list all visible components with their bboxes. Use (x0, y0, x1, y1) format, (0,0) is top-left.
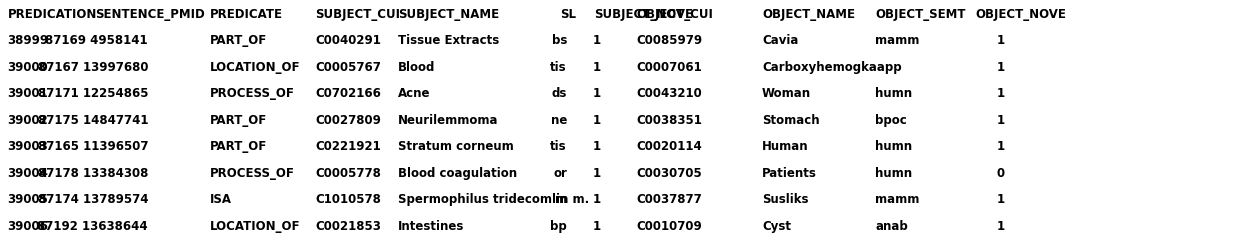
Text: 1: 1 (593, 114, 601, 127)
Text: C0085979: C0085979 (636, 35, 702, 48)
Text: Stomach: Stomach (763, 114, 820, 127)
Text: bs: bs (552, 35, 567, 48)
Text: humn: humn (875, 167, 913, 180)
Text: 87175 14847741: 87175 14847741 (37, 114, 148, 127)
Text: OBJECT_CUI: OBJECT_CUI (636, 8, 713, 21)
Text: C0221921: C0221921 (315, 140, 381, 153)
Text: Intestines: Intestines (398, 220, 464, 233)
Text: OBJECT_NOVE: OBJECT_NOVE (975, 8, 1066, 21)
Text: mamm: mamm (875, 193, 919, 206)
Text: tis: tis (551, 61, 567, 74)
Text: C0027809: C0027809 (315, 114, 381, 127)
Text: Patients: Patients (763, 167, 817, 180)
Text: 1: 1 (997, 193, 1004, 206)
Text: C1010578: C1010578 (315, 193, 381, 206)
Text: PART_OF: PART_OF (210, 35, 268, 48)
Text: C0005767: C0005767 (315, 61, 381, 74)
Text: C0020114: C0020114 (636, 140, 702, 153)
Text: C0037877: C0037877 (636, 193, 702, 206)
Text: SUBJECT_NAME: SUBJECT_NAME (398, 8, 500, 21)
Text: Spermophilus tridecomlin m.: Spermophilus tridecomlin m. (398, 193, 589, 206)
Text: Acne: Acne (398, 87, 430, 100)
Text: PROCESS_OF: PROCESS_OF (210, 167, 295, 180)
Text: SENTENCE_PMID: SENTENCE_PMID (95, 8, 205, 21)
Text: C0010709: C0010709 (636, 220, 702, 233)
Text: Tissue Extracts: Tissue Extracts (398, 35, 500, 48)
Text: C0702166: C0702166 (315, 87, 381, 100)
Text: Cavia: Cavia (763, 35, 799, 48)
Text: C0007061: C0007061 (636, 61, 702, 74)
Text: 87171 12254865: 87171 12254865 (37, 87, 148, 100)
Text: 1: 1 (997, 220, 1004, 233)
Text: PREDICATION: PREDICATION (7, 8, 98, 21)
Text: Stratum corneum: Stratum corneum (398, 140, 513, 153)
Text: C0021853: C0021853 (315, 220, 381, 233)
Text: Carboxyhemogkaapp: Carboxyhemogkaapp (763, 61, 901, 74)
Text: 38999: 38999 (7, 35, 48, 48)
Text: Susliks: Susliks (763, 193, 808, 206)
Text: ds: ds (552, 87, 567, 100)
Text: 87169 4958141: 87169 4958141 (46, 35, 148, 48)
Text: 39005: 39005 (7, 193, 48, 206)
Text: 39002: 39002 (7, 114, 48, 127)
Text: C0043210: C0043210 (636, 87, 702, 100)
Text: 1: 1 (593, 140, 601, 153)
Text: SUBJECT_NOVE: SUBJECT_NOVE (594, 8, 693, 21)
Text: C0030705: C0030705 (636, 167, 702, 180)
Text: Woman: Woman (763, 87, 811, 100)
Text: or: or (553, 167, 567, 180)
Text: OBJECT_NAME: OBJECT_NAME (763, 8, 856, 21)
Text: 87192 13638644: 87192 13638644 (37, 220, 148, 233)
Text: 39000: 39000 (7, 61, 48, 74)
Text: Blood: Blood (398, 61, 435, 74)
Text: 1: 1 (593, 193, 601, 206)
Text: bpoc: bpoc (875, 114, 906, 127)
Text: PROCESS_OF: PROCESS_OF (210, 87, 295, 100)
Text: Neurilemmoma: Neurilemmoma (398, 114, 498, 127)
Text: 87178 13384308: 87178 13384308 (37, 167, 148, 180)
Text: 1: 1 (997, 87, 1004, 100)
Text: Cyst: Cyst (763, 220, 791, 233)
Text: 0: 0 (997, 167, 1004, 180)
Text: tis: tis (551, 140, 567, 153)
Text: SUBJECT_CUI: SUBJECT_CUI (315, 8, 401, 21)
Text: 1: 1 (593, 87, 601, 100)
Text: OBJECT_SEMT: OBJECT_SEMT (875, 8, 966, 21)
Text: bp: bp (551, 220, 567, 233)
Text: mamm: mamm (875, 35, 919, 48)
Text: C0040291: C0040291 (315, 35, 381, 48)
Text: 87167 13997680: 87167 13997680 (37, 61, 148, 74)
Text: 1: 1 (593, 167, 601, 180)
Text: humn: humn (875, 140, 913, 153)
Text: humn: humn (875, 87, 913, 100)
Text: PART_OF: PART_OF (210, 114, 268, 127)
Text: PART_OF: PART_OF (210, 140, 268, 153)
Text: 87165 11396507: 87165 11396507 (37, 140, 148, 153)
Text: 1: 1 (997, 140, 1004, 153)
Text: 1: 1 (997, 61, 1004, 74)
Text: C0005778: C0005778 (315, 167, 381, 180)
Text: ISA: ISA (210, 193, 232, 206)
Text: SL: SL (560, 8, 577, 21)
Text: 39001: 39001 (7, 87, 48, 100)
Text: PREDICATE: PREDICATE (210, 8, 283, 21)
Text: 39003: 39003 (7, 140, 48, 153)
Text: m: m (554, 193, 567, 206)
Text: LOCATION_OF: LOCATION_OF (210, 61, 300, 74)
Text: 1: 1 (593, 35, 601, 48)
Text: 1: 1 (593, 61, 601, 74)
Text: anab: anab (875, 220, 908, 233)
Text: Human: Human (763, 140, 808, 153)
Text: 1: 1 (997, 35, 1004, 48)
Text: ne: ne (551, 114, 567, 127)
Text: 39004: 39004 (7, 167, 48, 180)
Text: 39006: 39006 (7, 220, 48, 233)
Text: C0038351: C0038351 (636, 114, 702, 127)
Text: 1: 1 (997, 114, 1004, 127)
Text: Blood coagulation: Blood coagulation (398, 167, 517, 180)
Text: 1: 1 (593, 220, 601, 233)
Text: LOCATION_OF: LOCATION_OF (210, 220, 300, 233)
Text: 87174 13789574: 87174 13789574 (37, 193, 148, 206)
